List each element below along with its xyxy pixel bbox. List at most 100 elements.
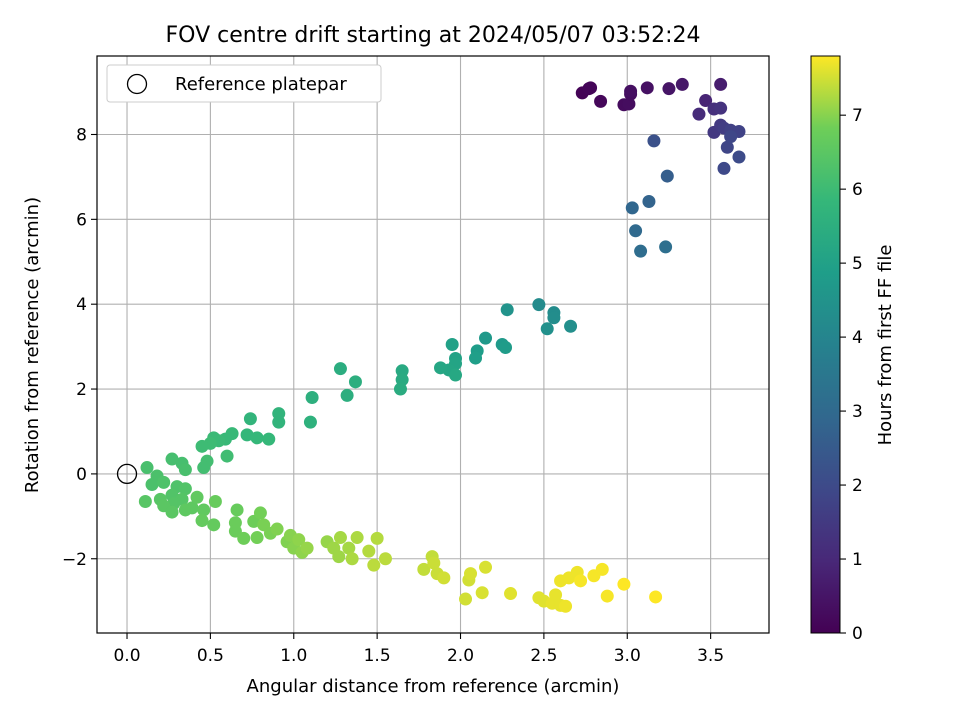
- data-point: [559, 599, 573, 613]
- x-tick-label: 3.5: [697, 646, 724, 666]
- y-tick-label: 6: [76, 210, 87, 230]
- x-tick-label: 2.0: [447, 646, 474, 666]
- data-point: [475, 586, 489, 600]
- legend: Reference platepar: [106, 64, 382, 103]
- grid-lines: [97, 56, 769, 633]
- legend-reference-marker: [126, 73, 148, 95]
- data-point: [348, 375, 362, 389]
- data-point: [250, 531, 264, 545]
- data-point: [692, 107, 706, 121]
- data-point: [270, 522, 284, 536]
- data-point: [207, 518, 221, 532]
- data-point: [145, 478, 159, 492]
- chart-title: FOV centre drift starting at 2024/05/07 …: [166, 23, 701, 48]
- data-point: [333, 531, 347, 545]
- data-point: [500, 303, 514, 317]
- data-point: [659, 240, 673, 254]
- data-point: [272, 415, 286, 429]
- data-point: [532, 298, 546, 312]
- y-axis-ticks: −2 0 2 4 6 8: [62, 125, 97, 570]
- data-point: [300, 541, 314, 555]
- data-point: [662, 82, 676, 96]
- colorbar-tick-label: 3: [852, 402, 863, 422]
- data-point: [714, 101, 728, 115]
- data-point: [417, 562, 431, 576]
- y-tick-label: 0: [76, 465, 87, 485]
- data-point: [178, 482, 192, 496]
- x-tick-label: 2.5: [530, 646, 557, 666]
- data-point: [634, 244, 648, 258]
- data-point: [624, 84, 638, 98]
- data-point: [574, 574, 588, 588]
- data-point: [437, 571, 451, 585]
- x-tick-label: 1.5: [364, 646, 391, 666]
- data-point: [230, 503, 244, 517]
- data-point: [720, 140, 734, 154]
- data-point: [584, 81, 598, 95]
- data-point: [647, 134, 661, 148]
- data-points: [138, 77, 746, 613]
- data-point: [345, 552, 359, 566]
- data-point: [197, 503, 211, 517]
- data-point: [594, 94, 608, 108]
- data-point: [370, 531, 384, 545]
- colorbar-tick-label: 2: [852, 476, 863, 496]
- colorbar-tick-label: 0: [852, 624, 863, 644]
- data-point: [499, 340, 513, 354]
- data-point: [138, 494, 152, 508]
- y-tick-label: −2: [62, 550, 87, 570]
- data-point: [350, 531, 364, 545]
- data-point: [197, 461, 211, 475]
- data-point: [427, 556, 441, 570]
- data-point: [333, 362, 347, 376]
- data-point: [724, 130, 738, 144]
- colorbar-gradient: [810, 55, 841, 634]
- data-point: [208, 494, 222, 508]
- data-point: [445, 338, 459, 351]
- data-point: [165, 505, 179, 519]
- data-point: [367, 558, 381, 572]
- data-point: [378, 552, 392, 566]
- data-point: [342, 541, 356, 555]
- data-point: [660, 169, 674, 183]
- data-point: [434, 361, 448, 375]
- colorbar: 0 1 2 3 4 5 6 7 Hours from first FF file: [810, 55, 896, 644]
- data-point: [157, 475, 171, 489]
- legend-box: [106, 64, 382, 103]
- data-point: [165, 452, 179, 466]
- y-tick-label: 4: [76, 295, 87, 315]
- data-point: [303, 415, 317, 429]
- data-point: [699, 94, 713, 108]
- x-tick-label: 1.0: [280, 646, 307, 666]
- data-point: [622, 97, 636, 111]
- data-point: [220, 449, 234, 463]
- data-point: [640, 81, 654, 95]
- data-point: [642, 195, 656, 209]
- data-point: [362, 544, 376, 558]
- data-point: [732, 150, 746, 164]
- x-tick-label: 0.0: [113, 646, 140, 666]
- data-point: [629, 224, 643, 238]
- data-point: [540, 322, 554, 336]
- colorbar-tick-label: 4: [852, 328, 863, 348]
- y-axis-label: Rotation from reference (arcmin): [22, 197, 43, 493]
- legend-label: Reference platepar: [175, 74, 347, 95]
- data-point: [292, 533, 306, 547]
- data-point: [178, 463, 192, 477]
- data-point: [714, 77, 728, 91]
- colorbar-label: Hours from first FF file: [875, 245, 896, 446]
- data-point: [625, 201, 639, 215]
- data-point: [195, 439, 209, 453]
- x-tick-label: 0.5: [197, 646, 224, 666]
- data-point: [240, 428, 254, 442]
- data-point: [190, 490, 204, 504]
- data-point: [340, 388, 354, 402]
- data-point: [549, 588, 563, 602]
- data-point: [237, 531, 251, 545]
- reference-platepar-marker: [116, 463, 138, 485]
- colorbar-tick-label: 7: [852, 106, 863, 126]
- data-point: [393, 382, 407, 396]
- data-point: [547, 311, 561, 325]
- x-axis-ticks: 0.0 0.5 1.0 1.5 2.0 2.5 3.0 3.5: [113, 633, 724, 666]
